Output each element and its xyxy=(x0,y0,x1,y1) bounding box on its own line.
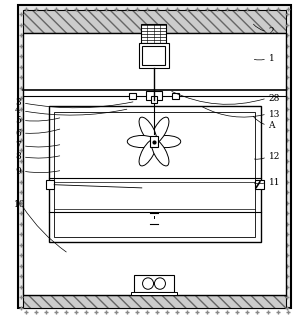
Text: 7: 7 xyxy=(15,141,21,150)
Text: 3: 3 xyxy=(15,99,21,108)
Bar xyxy=(146,92,162,100)
Ellipse shape xyxy=(151,139,169,166)
Bar xyxy=(18,4,291,308)
Text: 2: 2 xyxy=(269,27,274,36)
Bar xyxy=(23,295,286,308)
Bar xyxy=(134,275,174,292)
Ellipse shape xyxy=(152,135,181,148)
Bar xyxy=(141,24,166,43)
Bar xyxy=(255,180,264,189)
Text: 13: 13 xyxy=(269,109,280,118)
Ellipse shape xyxy=(139,117,157,144)
Bar xyxy=(172,93,179,99)
Text: 8: 8 xyxy=(15,152,21,161)
Text: 11: 11 xyxy=(269,178,280,187)
Text: 28: 28 xyxy=(269,94,280,103)
Bar xyxy=(49,106,261,243)
Circle shape xyxy=(154,278,165,289)
Bar xyxy=(139,43,169,68)
Text: 12: 12 xyxy=(269,152,280,161)
Bar xyxy=(23,10,286,33)
Ellipse shape xyxy=(139,139,157,166)
Bar xyxy=(54,112,255,237)
Text: 9: 9 xyxy=(15,167,21,176)
Bar xyxy=(150,136,158,147)
Circle shape xyxy=(143,278,154,289)
Bar xyxy=(151,96,157,103)
Ellipse shape xyxy=(151,117,169,144)
Text: 1: 1 xyxy=(269,54,274,63)
Bar xyxy=(23,295,286,308)
Bar xyxy=(23,33,286,295)
Bar xyxy=(129,93,136,99)
Text: 10: 10 xyxy=(14,200,25,209)
Text: 6: 6 xyxy=(15,129,21,138)
Ellipse shape xyxy=(127,135,156,148)
Bar xyxy=(142,46,165,65)
Text: 5: 5 xyxy=(15,116,21,125)
Bar xyxy=(46,180,54,189)
Bar xyxy=(23,10,286,33)
Text: 4: 4 xyxy=(15,106,21,115)
Bar xyxy=(131,292,177,295)
Text: A: A xyxy=(269,121,275,130)
